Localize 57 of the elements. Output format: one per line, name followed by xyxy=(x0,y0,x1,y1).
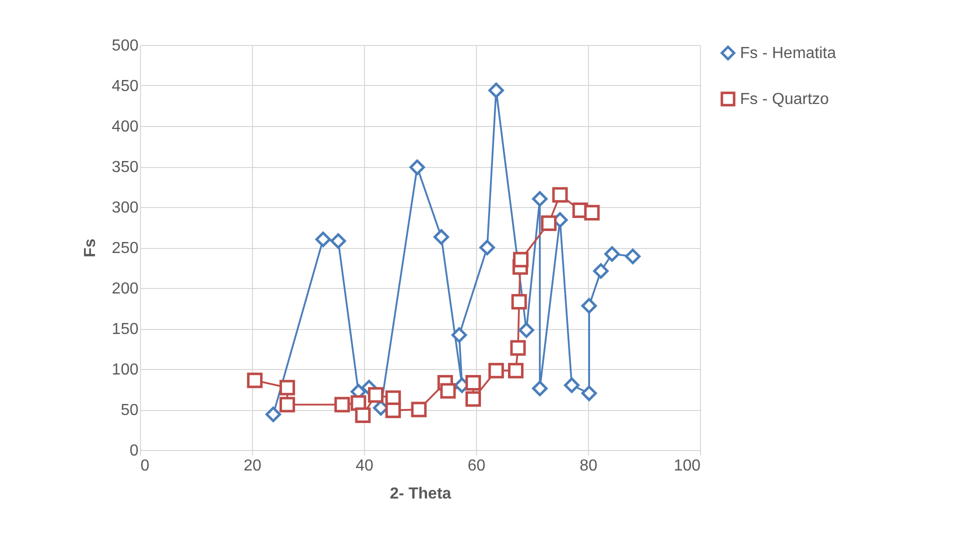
x-tick-label: 40 xyxy=(356,458,374,474)
y-tick-label: 100 xyxy=(112,362,139,378)
y-axis-title: Fs xyxy=(82,238,99,258)
point xyxy=(532,380,548,396)
point xyxy=(330,233,346,249)
point xyxy=(280,380,296,396)
point xyxy=(581,386,597,402)
legend-label: Fs - Quartzo xyxy=(740,91,830,108)
y-tick-label: 450 xyxy=(112,78,139,95)
point xyxy=(334,396,350,412)
point xyxy=(532,191,548,207)
point xyxy=(518,322,534,338)
legend-label: Fs - Hematita xyxy=(740,45,836,62)
point xyxy=(280,396,296,412)
point xyxy=(552,187,568,203)
point xyxy=(409,160,425,176)
x-tick-label: 0 xyxy=(140,458,150,474)
point xyxy=(465,391,481,407)
x-tick-label: 20 xyxy=(244,458,262,474)
point xyxy=(411,402,427,418)
point xyxy=(440,383,456,399)
point xyxy=(434,229,450,245)
point xyxy=(604,246,620,262)
x-tick-label: 60 xyxy=(468,458,486,474)
point xyxy=(247,372,263,388)
point xyxy=(465,375,481,391)
point xyxy=(315,232,331,248)
point xyxy=(584,204,600,220)
y-tick-label: 200 xyxy=(112,280,139,298)
point xyxy=(510,340,526,356)
y-tick-label: 50 xyxy=(120,402,139,419)
point xyxy=(513,252,529,268)
y-tick-label: 0 xyxy=(130,442,139,460)
y-tick-label: 500 xyxy=(112,38,139,54)
x-axis-title: 2- Theta xyxy=(390,486,452,502)
y-tick-label: 250 xyxy=(112,240,139,257)
point xyxy=(451,327,467,343)
y-tick-label: 350 xyxy=(112,159,139,176)
point xyxy=(488,362,504,378)
point xyxy=(266,406,282,422)
point xyxy=(625,248,641,264)
point xyxy=(593,263,609,279)
y-tick-label: 400 xyxy=(112,118,139,136)
y-tick-label: 150 xyxy=(112,321,139,338)
y-tick-label: 300 xyxy=(112,200,139,216)
x-tick-label: 100 xyxy=(674,458,701,474)
point xyxy=(564,377,580,393)
point xyxy=(385,402,401,418)
point xyxy=(581,298,597,314)
point xyxy=(541,215,557,231)
x-tick-label: 80 xyxy=(580,458,598,474)
point xyxy=(479,240,495,256)
point xyxy=(511,294,527,310)
point xyxy=(355,407,371,423)
point xyxy=(488,82,504,98)
point xyxy=(368,387,384,403)
point xyxy=(508,362,524,378)
